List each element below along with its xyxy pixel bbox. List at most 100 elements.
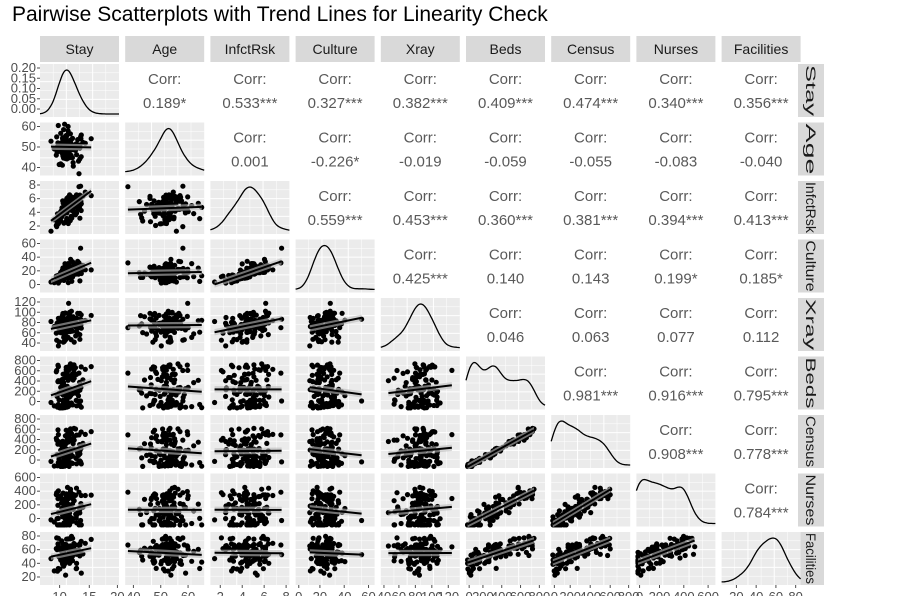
- scatter-point: [78, 132, 84, 138]
- scatter-point: [414, 463, 420, 469]
- scatter-point: [423, 501, 429, 507]
- scatter-point: [403, 380, 409, 386]
- scatter-point: [212, 458, 218, 464]
- scatter-point: [78, 461, 84, 467]
- scatter-point: [167, 437, 173, 443]
- scatter-point: [144, 393, 150, 399]
- row-strip-culture: [798, 239, 824, 293]
- scatter-point: [68, 494, 74, 500]
- density-panel-nurses-grid: [636, 473, 716, 527]
- corr-label: Corr:: [574, 305, 607, 322]
- scatter-point: [412, 370, 419, 376]
- scatter-point: [64, 536, 70, 542]
- scatter-point: [244, 458, 250, 464]
- scatter-point: [270, 267, 276, 273]
- scatter-point: [156, 210, 162, 216]
- scatter-panel-facilities-xray-points: [385, 533, 455, 578]
- scatter-point: [593, 549, 600, 556]
- scatter-point: [435, 522, 441, 528]
- corr-label: Corr:: [574, 71, 607, 88]
- corr-cell-stay-culture: Corr: 0.327***: [308, 71, 363, 112]
- scatter-point: [315, 377, 321, 383]
- scatter-point: [180, 367, 186, 374]
- scatter-point: [172, 371, 178, 378]
- y-tick-label: 0: [29, 277, 36, 292]
- scatter-point: [329, 558, 335, 564]
- scatter-point: [170, 555, 177, 561]
- scatter-point: [563, 566, 569, 572]
- scatter-panel-census-xray-points: [385, 425, 455, 469]
- column-strip-label-nurses: Nurses: [654, 41, 698, 57]
- scatter-panel-facilities-stay-points: [48, 533, 94, 578]
- scatter-panel-facilities-infctrsk-points: [212, 533, 285, 578]
- scatter-panel-infctrsk-age-points: [125, 183, 205, 234]
- scatter-panel-culture-age-points: [125, 245, 205, 286]
- scatter-point: [337, 370, 343, 376]
- scatter-point: [64, 439, 70, 445]
- scatter-point: [316, 453, 322, 459]
- scatter-point: [323, 364, 329, 370]
- scatter-point: [238, 380, 244, 386]
- scatter-point: [125, 542, 131, 548]
- y-tick-label: 60: [22, 325, 36, 340]
- scatter-point: [263, 495, 269, 502]
- x-axis-ticks-xray: 406080100120: [377, 585, 459, 596]
- scatter-point: [153, 496, 160, 502]
- scatter-point: [413, 394, 419, 400]
- corr-label: Corr:: [404, 130, 437, 147]
- scatter-point: [71, 498, 77, 504]
- y-tick-label: 400: [14, 373, 36, 388]
- y-tick-label: 60: [22, 119, 36, 134]
- scatter-point: [71, 543, 77, 549]
- scatter-point: [434, 543, 441, 550]
- scatter-point: [598, 535, 604, 541]
- scatter-point: [73, 432, 80, 438]
- scatter-point: [310, 315, 316, 321]
- scatter-point: [158, 378, 164, 384]
- scatter-point: [176, 258, 182, 264]
- corr-cell-infctrsk-census: Corr: 0.381***: [563, 188, 618, 229]
- scatter-point: [270, 540, 276, 546]
- scatter-point: [239, 559, 245, 565]
- scatter-point: [73, 397, 79, 403]
- y-tick-label: 0.10: [11, 81, 36, 96]
- trend-line: [552, 538, 611, 564]
- scatter-point: [171, 329, 178, 335]
- corr-label: Corr:: [489, 247, 522, 264]
- scatter-point: [243, 555, 249, 561]
- density-panel-stay-grid: [40, 64, 119, 117]
- scatter-point: [183, 404, 189, 410]
- scatter-point: [321, 458, 327, 464]
- scatter-point: [421, 555, 427, 561]
- scatter-point: [324, 536, 330, 542]
- scatter-point: [239, 403, 245, 409]
- scatter-point: [597, 551, 603, 557]
- scatter-point: [500, 496, 506, 503]
- scatter-point: [307, 519, 313, 525]
- scatter-point: [168, 195, 174, 201]
- scatter-point: [65, 123, 71, 130]
- scatter-point: [337, 325, 343, 331]
- trend-line: [127, 205, 202, 211]
- scatter-point: [178, 463, 185, 469]
- corr-cell-culture-census: Corr: 0.143: [572, 247, 610, 288]
- scatter-point: [197, 329, 203, 335]
- scatter-point: [149, 328, 155, 334]
- trend-line: [214, 317, 282, 334]
- scatter-point: [60, 463, 66, 469]
- scatter-point: [189, 261, 195, 267]
- scatter-point: [258, 333, 264, 339]
- scatter-point: [487, 522, 493, 528]
- scatter-point: [391, 458, 397, 464]
- scatter-point: [71, 437, 77, 443]
- scatter-point: [67, 461, 73, 467]
- scatter-point: [223, 516, 229, 522]
- scatter-point: [309, 372, 315, 378]
- scatter-point: [180, 245, 186, 251]
- y-tick-label: 800: [14, 411, 36, 426]
- scatter-point: [648, 561, 654, 567]
- scatter-point: [173, 392, 179, 398]
- trend-line: [309, 551, 362, 556]
- scatter-point: [605, 496, 611, 502]
- scatter-point: [395, 542, 401, 548]
